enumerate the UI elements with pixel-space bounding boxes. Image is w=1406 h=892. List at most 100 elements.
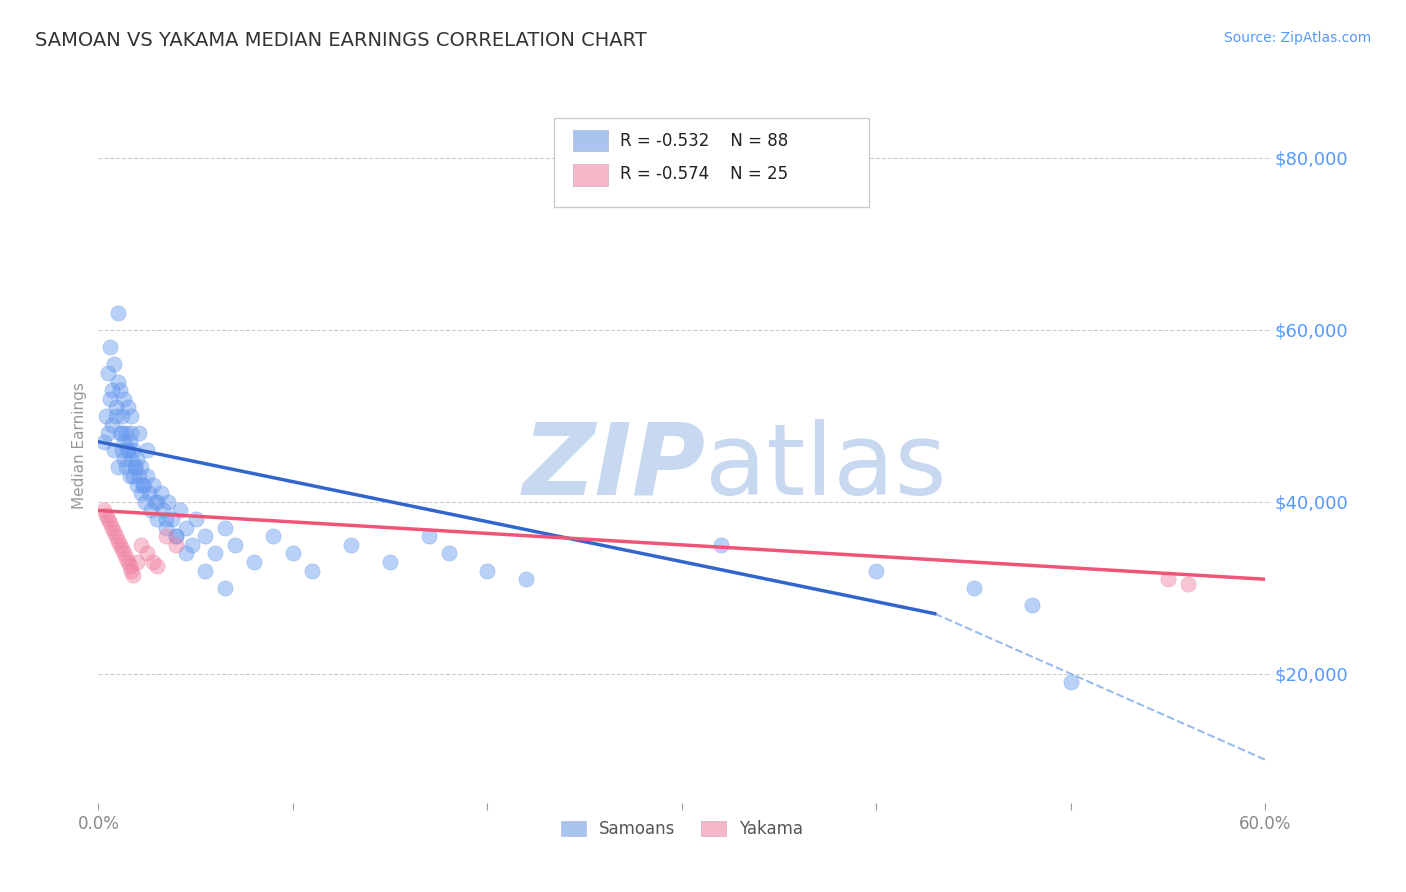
Point <box>118 434 141 449</box>
Point <box>97 512 120 526</box>
Point <box>129 460 152 475</box>
Point <box>121 409 143 423</box>
Point <box>104 409 127 423</box>
Point <box>122 469 145 483</box>
Point <box>112 546 135 560</box>
Point <box>108 383 131 397</box>
Text: atlas: atlas <box>706 419 946 516</box>
Point <box>174 546 197 560</box>
Point <box>136 469 159 483</box>
Point <box>1021 598 1043 612</box>
Point <box>129 538 152 552</box>
Point <box>117 555 139 569</box>
Point <box>194 564 217 578</box>
Point <box>165 529 187 543</box>
Point <box>107 306 129 320</box>
Point <box>111 409 134 423</box>
Point <box>146 559 169 574</box>
Point <box>214 581 236 595</box>
FancyBboxPatch shape <box>554 118 869 207</box>
Point <box>124 460 146 475</box>
Point <box>142 477 165 491</box>
Point <box>96 409 118 423</box>
Text: SAMOAN VS YAKAMA MEDIAN EARNINGS CORRELATION CHART: SAMOAN VS YAKAMA MEDIAN EARNINGS CORRELA… <box>35 31 647 50</box>
FancyBboxPatch shape <box>574 130 609 152</box>
Point <box>962 581 984 595</box>
Point <box>104 401 127 415</box>
Point <box>155 512 177 526</box>
Point <box>194 529 217 543</box>
Point <box>104 529 127 543</box>
Point <box>169 503 191 517</box>
Point <box>98 516 121 531</box>
Point <box>155 529 177 543</box>
Point <box>103 443 125 458</box>
Point <box>117 443 139 458</box>
Point <box>281 546 304 560</box>
Point <box>114 550 136 565</box>
Point <box>136 443 159 458</box>
Point <box>301 564 323 578</box>
Point <box>124 460 146 475</box>
Point <box>121 451 143 466</box>
Point <box>138 486 160 500</box>
Point <box>157 495 180 509</box>
Point <box>101 417 124 432</box>
Point <box>111 443 134 458</box>
Point <box>96 508 118 522</box>
Point <box>121 564 143 578</box>
Point <box>121 426 143 441</box>
Point <box>127 451 149 466</box>
Point <box>127 555 149 569</box>
Point <box>515 572 537 586</box>
Point <box>111 426 134 441</box>
Point <box>118 469 141 483</box>
Point <box>103 524 125 539</box>
Point <box>117 401 139 415</box>
Point <box>117 443 139 458</box>
Point <box>243 555 266 569</box>
Point <box>114 426 136 441</box>
Point <box>132 477 155 491</box>
Point <box>114 460 136 475</box>
Point <box>204 546 226 560</box>
Legend: Samoans, Yakama: Samoans, Yakama <box>554 814 810 845</box>
Point <box>477 564 499 578</box>
Point <box>165 538 187 552</box>
Point <box>134 495 156 509</box>
Point <box>97 366 120 380</box>
Point <box>111 542 134 557</box>
Point <box>710 538 733 552</box>
Text: Source: ZipAtlas.com: Source: ZipAtlas.com <box>1223 31 1371 45</box>
Point <box>112 392 135 406</box>
Point <box>1157 572 1180 586</box>
Point <box>262 529 284 543</box>
Point <box>142 555 165 569</box>
Point <box>112 451 135 466</box>
Point <box>129 486 152 500</box>
Point <box>101 383 124 397</box>
Point <box>152 503 174 517</box>
Point <box>93 434 115 449</box>
Point <box>143 495 166 509</box>
Point <box>128 426 150 441</box>
Point <box>174 521 197 535</box>
Point <box>107 460 129 475</box>
Text: ZIP: ZIP <box>522 419 706 516</box>
Text: R = -0.532    N = 88: R = -0.532 N = 88 <box>620 132 789 150</box>
Point <box>118 559 141 574</box>
Point <box>98 340 121 354</box>
FancyBboxPatch shape <box>574 164 609 186</box>
Point <box>132 477 155 491</box>
Point <box>214 521 236 535</box>
Point <box>180 538 202 552</box>
Text: R = -0.574    N = 25: R = -0.574 N = 25 <box>620 165 789 183</box>
Point <box>149 486 172 500</box>
Point <box>108 538 131 552</box>
Point <box>127 477 149 491</box>
Point <box>1177 576 1199 591</box>
Point <box>437 546 460 560</box>
Point <box>108 426 131 441</box>
Point <box>865 564 887 578</box>
Point <box>122 443 145 458</box>
